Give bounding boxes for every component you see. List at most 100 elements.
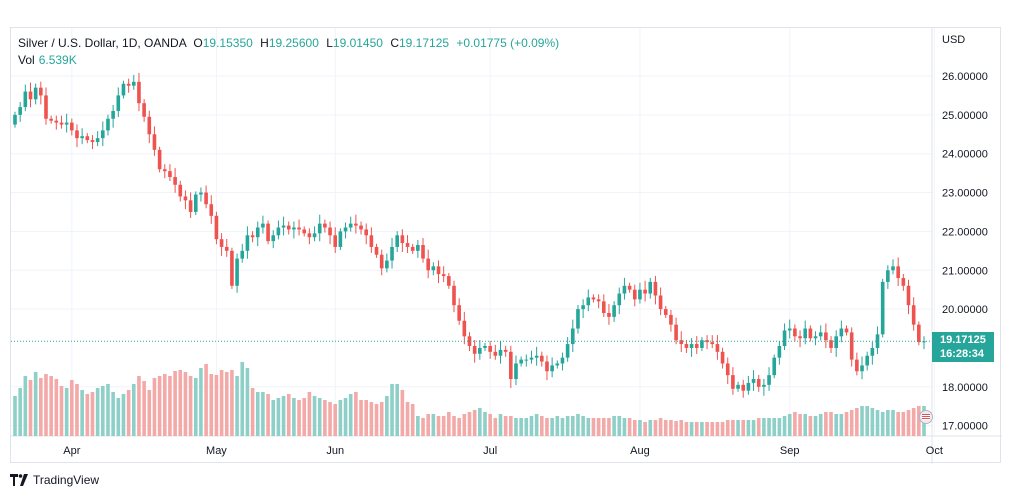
volume-bar	[142, 381, 146, 436]
candle-body	[162, 169, 167, 172]
volume-bar	[157, 376, 162, 436]
volume-bar	[751, 420, 756, 436]
volume-bar	[261, 392, 265, 436]
candle-body	[627, 285, 632, 290]
volume-bar	[488, 414, 492, 436]
volume-bar	[431, 414, 436, 436]
tradingview-logo[interactable]: TradingView	[10, 473, 99, 487]
candle-body	[700, 340, 704, 348]
candle-body	[607, 312, 611, 317]
candle-body	[193, 194, 198, 212]
volume-bar	[199, 368, 203, 436]
candle-body	[147, 116, 152, 135]
candle-body	[142, 103, 146, 117]
volume-bar	[478, 408, 482, 436]
volume-bar	[13, 396, 17, 436]
candle-body	[849, 332, 854, 360]
low-label: L	[326, 36, 333, 50]
candle-body	[457, 305, 461, 321]
volume-bar	[235, 376, 239, 436]
volume-bar	[209, 374, 214, 436]
candle-body	[503, 349, 508, 352]
volume-bar	[379, 402, 384, 436]
us-flag-icon[interactable]	[919, 410, 933, 424]
candle-body	[292, 227, 296, 230]
candle-body	[400, 235, 405, 244]
candlestick-chart[interactable]: 26.00000 25.00000 24.00000 23.00000 22.00000…	[11, 28, 1002, 464]
volume-bar	[33, 372, 38, 436]
volume-bar	[147, 390, 152, 436]
y-tick-label: 26.00000	[942, 71, 988, 83]
volume-bar	[70, 380, 74, 436]
volume-bar	[808, 416, 813, 436]
volume-bar	[405, 402, 410, 436]
candle-body	[183, 196, 188, 201]
candle-body	[870, 347, 875, 356]
candle-body	[694, 344, 699, 348]
candle-body	[178, 184, 183, 197]
volume-bar	[317, 398, 322, 436]
volume-bar	[472, 410, 477, 436]
candle-body	[431, 266, 436, 271]
volume-bar	[152, 378, 157, 436]
high-value: 19.25600	[268, 36, 319, 50]
candle-body	[168, 171, 172, 178]
candle-body	[116, 95, 121, 111]
candle-body	[39, 87, 43, 96]
candle-body	[741, 384, 746, 391]
x-tick-label: Jun	[326, 445, 344, 457]
volume-bar	[214, 375, 219, 436]
volume-bar	[870, 408, 875, 436]
candle-body	[333, 235, 338, 247]
candle-body	[488, 346, 492, 352]
candle-body	[483, 346, 487, 348]
y-tick-label: 20.00000	[942, 304, 988, 316]
y-tick-label: 25.00000	[942, 110, 988, 122]
candle-body	[54, 120, 59, 123]
candle-body	[348, 223, 353, 228]
volume-bar	[891, 410, 895, 436]
candle-body	[576, 309, 580, 329]
candle-body	[157, 149, 162, 170]
volume-bar	[204, 364, 208, 436]
candle-body	[844, 328, 849, 333]
volume-bar	[44, 374, 48, 436]
volume-bar	[281, 396, 286, 436]
volume-bar	[374, 404, 379, 436]
candle-body	[875, 334, 880, 348]
candle-body	[426, 258, 430, 271]
volume-bar	[622, 418, 627, 436]
candle-body	[756, 379, 761, 387]
volume-bar	[860, 406, 864, 436]
candle-body	[95, 138, 100, 143]
candle-body	[767, 375, 771, 385]
volume-bar	[80, 390, 84, 436]
x-tick-label: Jul	[483, 445, 497, 457]
volume-bar	[509, 416, 513, 436]
candle-body	[354, 223, 358, 226]
candle-body	[390, 246, 394, 261]
candle-body	[679, 340, 684, 345]
candle-body	[689, 344, 694, 348]
currency-label[interactable]: USD	[942, 34, 966, 46]
volume-bar	[266, 394, 270, 436]
candle-body	[638, 289, 642, 300]
candle-body	[917, 324, 921, 343]
volume-bar	[534, 414, 539, 436]
candle-body	[152, 134, 157, 150]
tradingview-logo-icon	[10, 474, 28, 486]
volume-bar	[663, 420, 668, 436]
candle-body	[612, 305, 616, 317]
last-price-tag: 19.17125 16:28:34	[932, 332, 994, 362]
candle-body	[839, 328, 844, 337]
candle-body	[911, 305, 916, 325]
volume-bar	[441, 416, 446, 436]
candle-body	[369, 235, 374, 247]
candle-body	[49, 118, 53, 121]
volume-bar	[343, 398, 348, 436]
candle-body	[245, 235, 250, 251]
candle-body	[565, 344, 570, 358]
volume-bar	[896, 412, 900, 436]
symbol-title[interactable]: Silver / U.S. Dollar, 1D, OANDA	[18, 36, 187, 50]
volume-bar	[529, 416, 534, 436]
